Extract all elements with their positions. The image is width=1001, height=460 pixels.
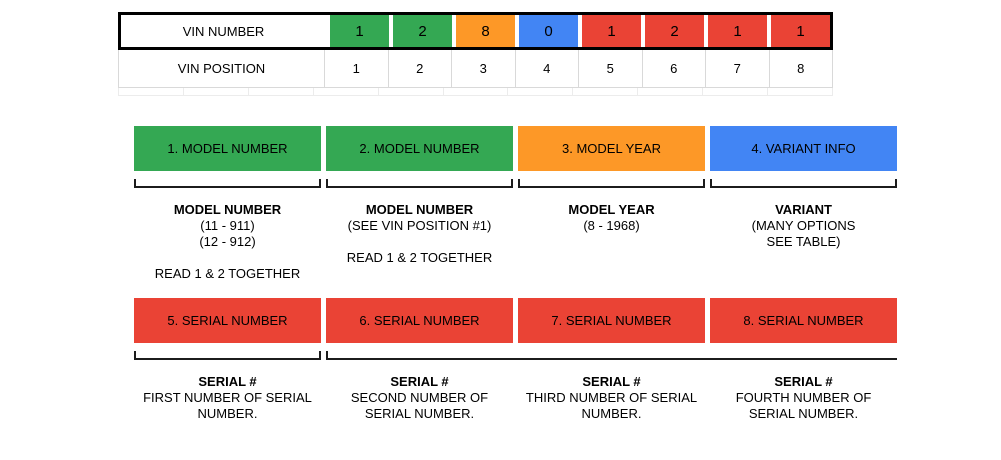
grid-stub-cell	[314, 88, 379, 95]
block-8-serial-number: 8. SERIAL NUMBER	[710, 298, 897, 343]
vin-position-cell-3: 3	[452, 50, 516, 87]
vin-position-cell-4: 4	[516, 50, 579, 87]
grid-stub-cell	[119, 88, 184, 95]
block-7-serial-number: 7. SERIAL NUMBER	[518, 298, 705, 343]
vin-digit-cell-2: 2	[393, 15, 452, 47]
block-label: 4. VARIANT INFO	[751, 141, 856, 156]
description-title: MODEL NUMBER	[173, 202, 282, 217]
block-label: 3. MODEL YEAR	[562, 141, 661, 156]
vin-position-cell-8: 8	[770, 50, 833, 87]
description-line: SERIAL NUMBER.	[748, 406, 859, 421]
spreadsheet-grid-stub	[118, 88, 833, 96]
description-line: NUMBER.	[581, 406, 642, 421]
variant-bracket	[710, 179, 897, 188]
grid-stub-cell	[508, 88, 574, 95]
grid-stub-cell	[703, 88, 769, 95]
serial-blocks-row: 5. SERIAL NUMBER 6. SERIAL NUMBER 7. SERIA…	[0, 298, 1001, 343]
block-6-serial-number: 6. SERIAL NUMBER	[326, 298, 513, 343]
vin-position-cell-5: 5	[579, 50, 643, 87]
description-title: SERIAL #	[774, 374, 833, 389]
description-line: FIRST NUMBER OF SERIAL	[143, 390, 312, 405]
description-line	[134, 250, 321, 266]
serial-6-8-bracket	[326, 351, 897, 360]
block-label: 8. SERIAL NUMBER	[743, 313, 864, 328]
description-title: SERIAL #	[390, 374, 449, 389]
description-line: THIRD NUMBER OF SERIAL	[525, 390, 698, 405]
vin-position-cell-2: 2	[389, 50, 452, 87]
description-title: SERIAL #	[582, 374, 641, 389]
description-line: SERIAL NUMBER.	[364, 406, 475, 421]
grid-stub-cell	[184, 88, 249, 95]
description-line: SECOND NUMBER OF	[350, 390, 489, 405]
serial-5-bracket	[134, 351, 321, 360]
grid-stub-cell	[573, 88, 639, 95]
description-line: (SEE VIN POSITION #1)	[347, 218, 492, 233]
vin-position-label: VIN POSITION	[119, 50, 325, 87]
description-title: VARIANT	[775, 202, 832, 217]
model-1-bracket	[134, 179, 321, 188]
description-line: (MANY OPTIONS	[751, 218, 856, 233]
block-4-variant-info: 4. VARIANT INFO	[710, 126, 897, 171]
description-2-model-number: MODEL NUMBER (SEE VIN POSITION #1) READ 1…	[326, 202, 513, 266]
description-8-serial-number: SERIAL # FOURTH NUMBER OF SERIAL NUMBER.	[710, 374, 897, 422]
description-6-serial-number: SERIAL # SECOND NUMBER OF SERIAL NUMBER.	[326, 374, 513, 422]
block-3-model-year: 3. MODEL YEAR	[518, 126, 705, 171]
description-line: SEE TABLE)	[766, 234, 841, 249]
description-line: (12 - 912)	[199, 234, 256, 249]
vin-digit-cell-7: 1	[708, 15, 767, 47]
vin-position-cell-1: 1	[325, 50, 389, 87]
block-label: 7. SERIAL NUMBER	[551, 313, 672, 328]
description-title: MODEL NUMBER	[365, 202, 474, 217]
block-label: 2. MODEL NUMBER	[359, 141, 480, 156]
description-7-serial-number: SERIAL # THIRD NUMBER OF SERIAL NUMBER.	[518, 374, 705, 422]
vin-digit-cell-6: 2	[645, 15, 704, 47]
description-title: SERIAL #	[198, 374, 257, 389]
description-1-model-number: MODEL NUMBER (11 - 911) (12 - 912) READ 1 …	[134, 202, 321, 282]
grid-stub-cell	[379, 88, 444, 95]
description-5-serial-number: SERIAL # FIRST NUMBER OF SERIAL NUMBER.	[134, 374, 321, 422]
grid-stub-cell	[768, 88, 833, 95]
block-2-model-number: 2. MODEL NUMBER	[326, 126, 513, 171]
block-label: 1. MODEL NUMBER	[167, 141, 288, 156]
block-5-serial-number: 5. SERIAL NUMBER	[134, 298, 321, 343]
description-line	[326, 234, 513, 250]
description-line: (11 - 911)	[200, 218, 255, 233]
vin-number-label: VIN NUMBER	[182, 23, 265, 39]
description-line: READ 1 & 2 TOGETHER	[346, 250, 493, 265]
block-label: 6. SERIAL NUMBER	[359, 313, 480, 328]
description-line: FOURTH NUMBER OF	[735, 390, 872, 405]
model-year-bracket	[518, 179, 705, 188]
description-line: (8 - 1968)	[583, 218, 640, 233]
model-2-bracket	[326, 179, 513, 188]
vin-digit-cell-5: 1	[582, 15, 641, 47]
block-1-model-number: 1. MODEL NUMBER	[134, 126, 321, 171]
model-blocks-row: 1. MODEL NUMBER 2. MODEL NUMBER 3. MODEL Y…	[0, 126, 1001, 171]
description-line: READ 1 & 2 TOGETHER	[154, 266, 301, 281]
description-line: NUMBER.	[197, 406, 258, 421]
block-label: 5. SERIAL NUMBER	[167, 313, 288, 328]
vin-digit-cell-3: 8	[456, 15, 515, 47]
vin-digit-cell-4: 0	[519, 15, 578, 47]
vin-digit-cell-8: 1	[771, 15, 830, 47]
vin-position-cell-6: 6	[643, 50, 706, 87]
description-4-variant-info: VARIANT (MANY OPTIONS SEE TABLE)	[710, 202, 897, 250]
description-title: MODEL YEAR	[568, 202, 655, 217]
grid-stub-cell	[638, 88, 704, 95]
vin-position-cell-7: 7	[706, 50, 770, 87]
grid-stub-cell	[444, 88, 509, 95]
description-3-model-year: MODEL YEAR (8 - 1968)	[518, 202, 705, 234]
vin-digit-cell-1: 1	[330, 15, 389, 47]
grid-stub-cell	[249, 88, 314, 95]
